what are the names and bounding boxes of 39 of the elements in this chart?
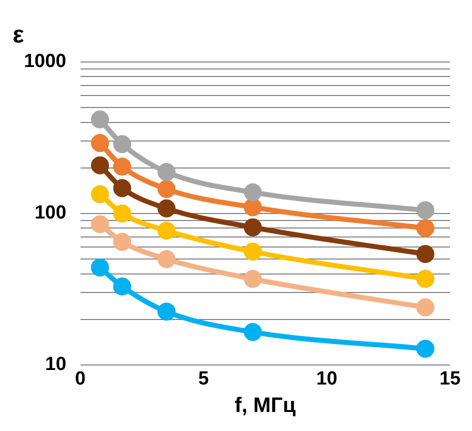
point [158, 222, 176, 240]
point [244, 218, 262, 236]
point [113, 232, 132, 251]
point [90, 134, 109, 152]
point [244, 242, 262, 261]
point [113, 158, 132, 176]
point [158, 180, 176, 198]
point [416, 298, 434, 316]
point [90, 258, 109, 277]
y-tick-label: 10 [45, 354, 66, 376]
y-tick-label: 100 [34, 202, 66, 224]
point [90, 185, 109, 204]
x-axis-title: f, МГц [234, 394, 296, 418]
point [90, 215, 109, 234]
x-tick-label: 10 [316, 368, 338, 390]
point [416, 270, 434, 288]
point [244, 270, 262, 288]
point [244, 323, 262, 342]
point [158, 302, 176, 321]
point [244, 183, 262, 202]
point [158, 162, 176, 181]
point [113, 135, 132, 154]
point [416, 245, 434, 264]
point [244, 198, 262, 216]
point [113, 277, 132, 296]
x-tick-label: 5 [198, 368, 210, 390]
point [416, 219, 434, 238]
y-tick-label: 1000 [24, 51, 66, 72]
point [90, 110, 109, 129]
point [113, 204, 132, 222]
point [416, 340, 434, 358]
point [158, 250, 176, 268]
point [158, 199, 176, 218]
point [416, 201, 434, 220]
point [113, 179, 132, 198]
x-tick-label: 0 [74, 368, 86, 390]
x-tick-label: 15 [439, 368, 461, 390]
y-axis-title: ε [12, 22, 24, 49]
point [90, 156, 109, 174]
